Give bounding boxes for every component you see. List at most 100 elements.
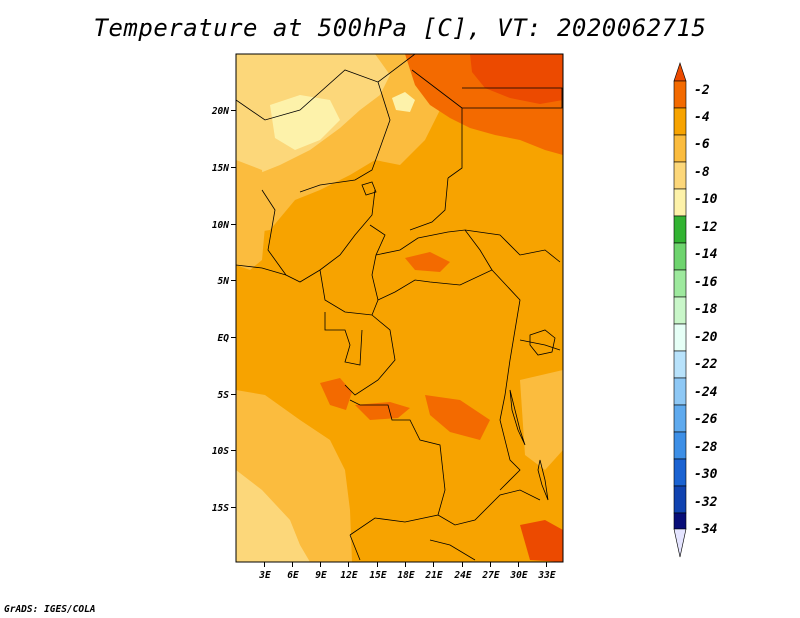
border-car [375, 229, 493, 301]
temp-region-southeast-light [520, 370, 563, 470]
temp-region-north-palest [270, 95, 340, 150]
lat-axis [231, 110, 236, 508]
border-tanzania [519, 339, 561, 351]
colorbar-label: -30 [694, 467, 718, 482]
lat-label: 10S [212, 446, 229, 457]
lon-label: 21E [424, 570, 442, 581]
border-egypt-sudan [462, 87, 563, 109]
lon-labels: 3E 6E 9E 12E 15E 18E 21E 24E 27E 30E 33E [258, 570, 556, 581]
temp-region-congo-warm [355, 402, 410, 420]
colorbar-label: -34 [694, 522, 718, 537]
colorbar-label: -8 [694, 165, 710, 180]
lon-label: 3E [258, 570, 271, 581]
lake-victoria [529, 329, 556, 356]
lon-label: 27E [481, 570, 499, 581]
colorbar-box-m28 [673, 404, 687, 433]
lon-label: 33E [537, 570, 555, 581]
colorbar-box-m34 [673, 485, 687, 514]
colorbar-label: -22 [694, 357, 718, 372]
colorbar-label: -16 [694, 275, 718, 290]
chart-title: Temperature at 500hPa [C], VT: 202006271… [93, 14, 707, 42]
lon-label: 24E [453, 570, 471, 581]
border-congo [344, 314, 396, 396]
colorbar-box-m14 [673, 215, 687, 244]
lon-axis [264, 562, 547, 567]
colorbar-box-m10 [673, 161, 687, 190]
colorbar-box-m8 [673, 134, 687, 163]
border-south-sudan [464, 229, 561, 263]
lat-labels: 20N 15N 10N 5N EQ 5S 10S 15S [211, 106, 229, 514]
country-boundaries [236, 54, 563, 561]
colorbar-label: -28 [694, 440, 718, 455]
temp-region-small-pale [392, 92, 415, 112]
colorbar-box-m24 [673, 350, 687, 379]
colorbar-label: -18 [694, 302, 718, 317]
colorbar-label: -4 [694, 110, 710, 125]
grads-credit: GrADS: IGES/COLA [4, 604, 96, 615]
colorbar-box-m36 [673, 512, 687, 530]
border-chad-sudan [409, 177, 449, 231]
lat-label: 10N [212, 220, 229, 231]
temp-region-west-light [236, 160, 266, 270]
colorbar-box-m12 [673, 188, 687, 217]
lat-label: 15S [212, 503, 229, 514]
border-nigeria [261, 189, 376, 283]
lon-label: 6E [287, 570, 299, 581]
border-libya-chad [411, 69, 463, 179]
temp-region-northeast-hot [470, 54, 563, 104]
colorbar-box-m20 [673, 296, 687, 325]
lon-label: 15E [369, 570, 386, 581]
border-west-coast [236, 264, 287, 276]
colorbar-label: -24 [694, 385, 718, 400]
lake-tanganyika [509, 389, 526, 446]
lat-label: 15N [212, 163, 229, 174]
lon-label: 9E [315, 570, 327, 581]
border-niger-chad [377, 54, 416, 83]
border-zambia [437, 489, 541, 526]
colorbar-box-m22 [673, 323, 687, 352]
colorbar-box-m32 [673, 458, 687, 487]
colorbar-label: -14 [694, 247, 718, 262]
colorbar-box-m6 [673, 107, 687, 136]
border-gabon [324, 312, 363, 366]
border-sahara-north [236, 69, 391, 193]
colorbar-box-m30 [673, 431, 687, 460]
colorbar-labels: -2 -4 -6 -8 -10 -12 -14 -16 -18 -20 -22 … [694, 83, 718, 537]
colorbar-top-arrow [673, 62, 687, 82]
lat-label: 5S [218, 390, 230, 401]
temp-region-south-pale [236, 470, 310, 562]
border-angola [349, 399, 446, 536]
temp-region-coast-warm [320, 378, 352, 410]
lon-label: 12E [340, 570, 357, 581]
lakes [361, 181, 556, 501]
colorbar-box-m18 [673, 269, 687, 298]
colorbar-box-m4 [673, 80, 687, 109]
lat-label: EQ [218, 333, 230, 344]
map-frame [235, 53, 564, 563]
temp-region-east-warm [425, 395, 490, 440]
colorbar-label: -10 [694, 192, 718, 207]
colorbar-label: -20 [694, 330, 718, 345]
colorbar-label: -2 [694, 83, 710, 98]
colorbar [673, 62, 687, 558]
lake-chad [361, 181, 377, 196]
temp-region-southeast-warm [520, 520, 563, 562]
colorbar-label: -12 [694, 220, 718, 235]
colorbar-bottom-arrow [673, 528, 687, 558]
lat-label: 5N [218, 276, 230, 287]
border-drc-east [491, 269, 521, 491]
colorbar-box-m26 [673, 377, 687, 406]
border-botswana [429, 539, 476, 561]
colorbar-label: -32 [694, 495, 718, 510]
colorbar-label: -26 [694, 412, 718, 427]
border-namibia [349, 534, 361, 561]
lake-malawi [537, 459, 549, 501]
map-panel [236, 54, 563, 562]
temp-region-central-warm [405, 252, 450, 272]
colorbar-label: -6 [694, 137, 710, 152]
lat-label: 20N [211, 106, 229, 117]
colorbar-box-m16 [673, 242, 687, 271]
lon-label: 30E [509, 570, 527, 581]
lon-label: 18E [397, 570, 414, 581]
